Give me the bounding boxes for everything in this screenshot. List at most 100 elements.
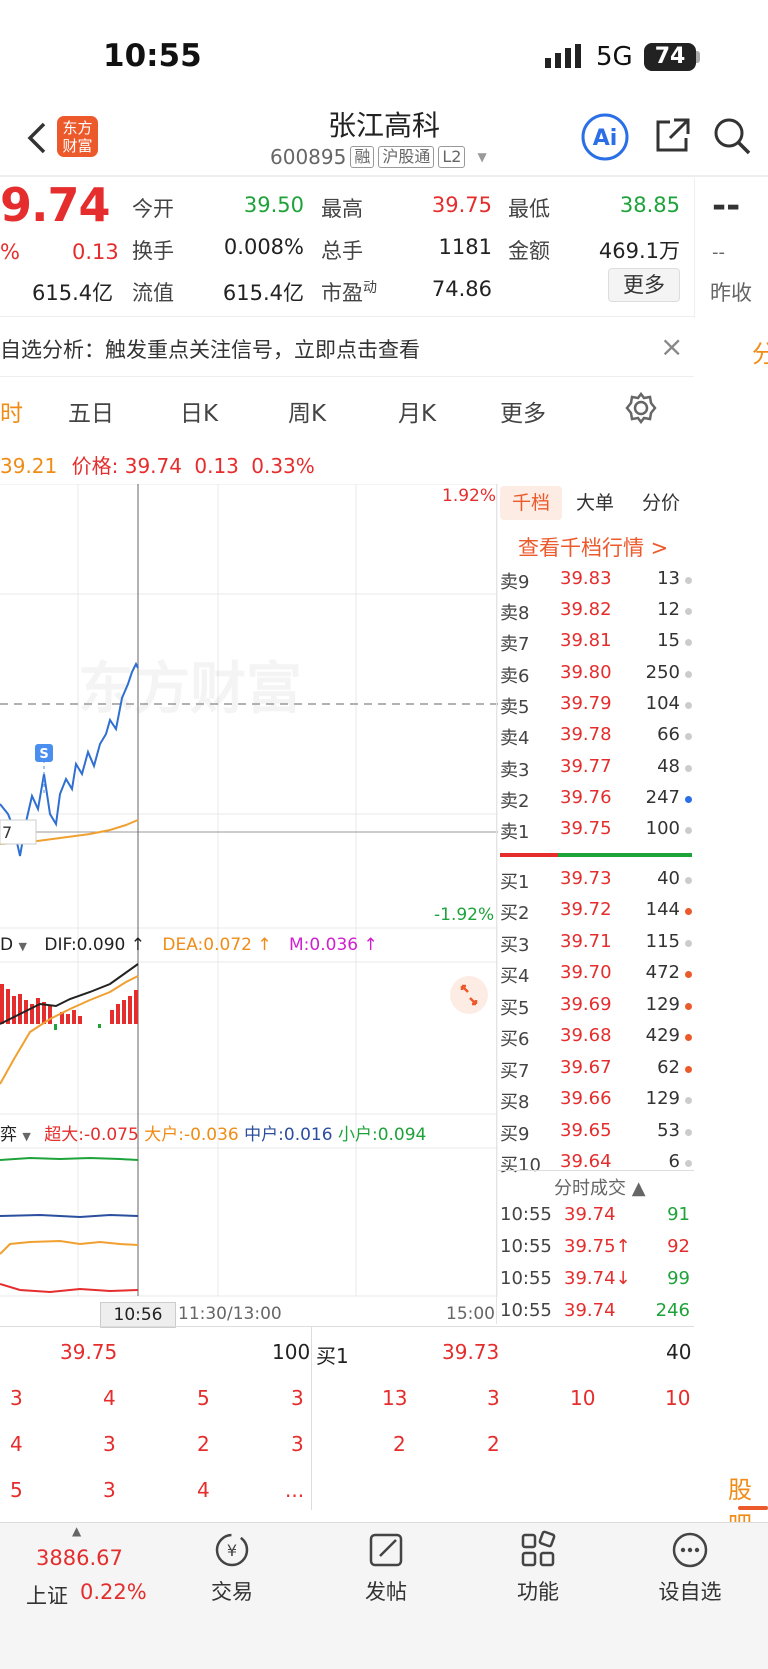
tab-intraday[interactable]: 时 [0,401,23,427]
bid-price: 39.67 [560,1057,612,1078]
bid-row[interactable]: 买2 39.72 144 [500,899,692,930]
flow-mid-line [0,1213,139,1219]
bid-row[interactable]: 买4 39.70 472 [500,962,692,993]
expand-icon[interactable] [450,976,488,1014]
tab-more[interactable]: 更多 [500,401,546,427]
ask-vol: 100 [645,818,680,839]
lower-left-cell: 5 [197,1386,210,1410]
high-value: 39.75 [431,193,492,217]
ask-price: 39.77 [560,756,612,777]
book-tab-big-orders[interactable]: 大单 [576,492,615,514]
nav-post[interactable]: 发帖 [326,1530,446,1606]
notice-text[interactable]: 自选分析：触发重点关注信号，立即点击查看 [0,338,420,362]
view-depth-link[interactable]: 查看千档行情 > [518,536,669,560]
tick-time: 10:55 [500,1204,552,1225]
nav-add-watchlist[interactable]: 设自选 [630,1530,750,1606]
bid-label: 买7 [500,1061,530,1082]
ask-price: 39.75 [560,818,612,839]
bid-row[interactable]: 买3 39.71 115 [500,931,692,962]
bid-price: 39.73 [560,868,612,889]
book-tab-qiandang[interactable]: 千档 [500,486,562,520]
ask-row[interactable]: 卖2 39.76 247 [500,787,692,818]
macd-neg [54,1024,101,1030]
ask-vol: 66 [657,724,680,745]
tab-day-k[interactable]: 日K [180,401,219,427]
tag-connect: 沪股通 [378,146,435,168]
nav-post-label: 发帖 [365,1580,407,1604]
ask-row[interactable]: 卖4 39.78 66 [500,724,692,755]
tick-price: 39.74↓ [564,1268,631,1289]
open-label: 今开 [132,197,174,221]
nav-functions[interactable]: 功能 [478,1530,598,1606]
macd-label[interactable]: D [0,935,14,955]
gear-icon[interactable] [625,391,657,425]
ask-row[interactable]: 卖1 39.75 100 [500,818,692,849]
bid-row[interactable]: 买10 39.64 6 [500,1151,692,1182]
tab-month-k[interactable]: 月K [398,401,437,427]
ask-row[interactable]: 卖8 39.82 12 [500,599,692,630]
bid-row[interactable]: 买5 39.69 129 [500,994,692,1025]
post-icon [369,1533,403,1567]
close-icon[interactable]: × [660,330,684,363]
ask-vol: 104 [645,693,680,714]
bid-dot [685,1097,692,1104]
flow-dropdown-icon[interactable]: ▼ [22,1130,31,1143]
lower-bid-label: 买1 [316,1344,349,1368]
bid-row[interactable]: 买1 39.73 40 [500,868,692,899]
stock-subtitle[interactable]: 600895 融 沪股通 L2 ▼ [270,145,487,169]
bid-row[interactable]: 买7 39.67 62 [500,1057,692,1088]
current-price: 9.74 [0,178,110,232]
logo-text-2: 财富 [62,137,93,155]
app-logo[interactable]: 东方 财富 [57,116,98,157]
lower-mid-divider [311,1326,312,1510]
grid-icon [521,1530,556,1567]
lower-left-cell: 3 [291,1386,304,1410]
bid-row[interactable]: 买9 39.65 53 [500,1120,692,1151]
flow-small: 小户:0.094 [337,1125,427,1145]
bid-label: 买3 [500,935,530,956]
macd-m: M:0.036 ↑ [289,935,378,955]
top-pct: 1.92% [442,486,497,506]
ticks-title[interactable]: 分时成交 ▲ [554,1178,646,1199]
ask-label: 卖7 [500,634,530,655]
ask-row[interactable]: 卖3 39.77 48 [500,756,692,787]
ask-label: 卖1 [500,822,530,843]
ask-dot [685,796,692,803]
header-divider [0,175,768,177]
book-tab-price-dist[interactable]: 分价 [642,492,681,514]
pe-value: 74.86 [431,277,492,301]
bid-row[interactable]: 买6 39.68 429 [500,1025,692,1056]
right-dash: -- [712,186,741,226]
tab-week-k[interactable]: 周K [288,401,327,427]
lower-left-cell: 3 [103,1432,116,1456]
ask-row[interactable]: 卖5 39.79 104 [500,693,692,724]
tab-five-day[interactable]: 五日 [68,401,114,427]
stock-title[interactable]: 张江高科 [327,109,440,142]
ask-price: 39.82 [560,599,612,620]
tick-time: 10:55 [500,1236,552,1257]
macd-dropdown-icon[interactable]: ▼ [18,940,27,953]
ask-row[interactable]: 卖6 39.80 250 [500,662,692,693]
bid-price: 39.64 [560,1151,612,1172]
side-tab-label[interactable]: 分 [752,340,768,368]
back-icon[interactable] [22,118,52,158]
more-button[interactable]: 更多 [608,268,680,302]
flow-label[interactable]: 弈 [0,1125,17,1145]
left-price-box [0,819,37,845]
lower-left-cell: 3 [10,1386,23,1410]
bid-vol: 144 [645,899,680,920]
search-icon[interactable] [712,116,752,156]
flow-legend: 弈 ▼ 超大:-0.075 大户:-0.036 中户:0.016 小户:0.09… [0,1120,426,1145]
ask-row[interactable]: 卖7 39.81 15 [500,630,692,661]
ask-label: 卖6 [500,666,530,687]
ask-row[interactable]: 卖9 39.83 13 [500,568,692,599]
index-widget[interactable]: ▲ 3886.67 上证 0.22% [20,1524,160,1624]
bid-row[interactable]: 买8 39.66 129 [500,1088,692,1119]
nav-trade[interactable]: ¥ 交易 [172,1530,292,1606]
nav-functions-label: 功能 [517,1580,559,1604]
ai-icon[interactable]: Ai [580,112,630,162]
share-icon[interactable] [652,116,692,156]
low-value: 38.85 [619,193,680,217]
ask-vol: 12 [657,599,680,620]
